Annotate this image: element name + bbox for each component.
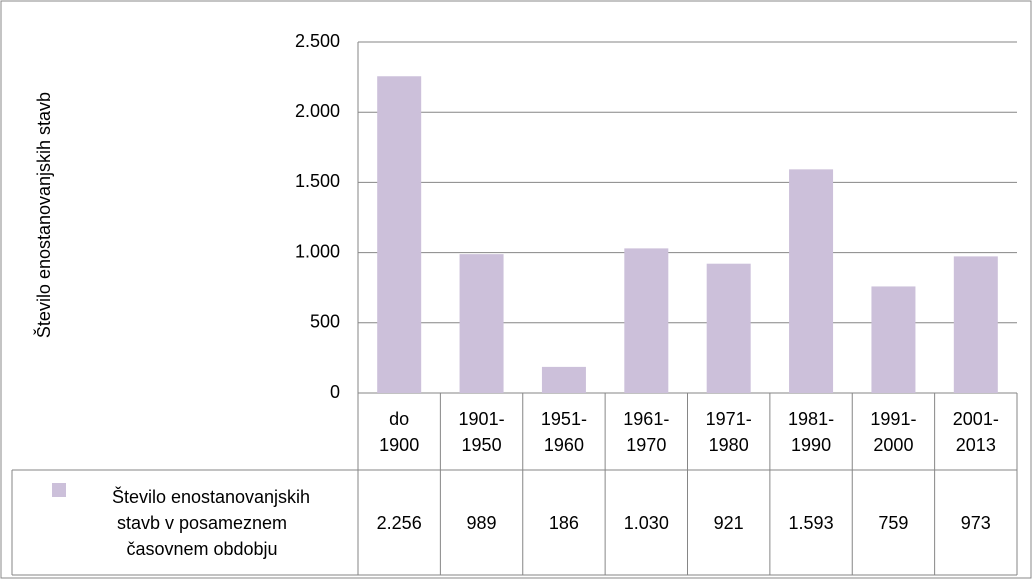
x-tick-label: 1901-1950	[458, 408, 505, 455]
data-table-value: 989	[466, 512, 497, 533]
data-table-value: 921	[713, 512, 744, 533]
y-tick-label: 2.500	[295, 31, 340, 51]
bar	[953, 256, 998, 393]
data-table-value: 1.030	[623, 512, 669, 533]
x-tick-label: 1961-1970	[623, 408, 670, 455]
x-tick-label: 1951-1960	[540, 408, 587, 455]
legend-key	[52, 483, 66, 497]
y-tick-label: 2.000	[295, 101, 340, 121]
x-tick-label: 1981-1990	[788, 408, 835, 455]
y-tick-label: 1.500	[295, 171, 340, 191]
data-table-value: 186	[548, 512, 579, 533]
bar	[871, 286, 916, 393]
x-tick-label: 1971-1980	[705, 408, 752, 455]
bar	[377, 76, 422, 393]
x-tick-label: 1991-2000	[870, 408, 917, 455]
bar	[459, 254, 504, 393]
y-axis-label: Število enostanovanjskih stavb	[33, 92, 54, 338]
data-table-value: 2.256	[376, 512, 422, 533]
y-tick-label: 500	[310, 312, 340, 332]
y-tick-label: 0	[330, 382, 340, 402]
x-tick-label: 2001-2013	[952, 408, 999, 455]
y-tick-label: 1.000	[295, 241, 340, 261]
data-table-value: 759	[878, 512, 909, 533]
data-table-value: 973	[960, 512, 991, 533]
legend-label: Število enostanovanjskih stavb v posamez…	[111, 486, 311, 559]
data-table-value: 1.593	[788, 512, 834, 533]
x-tick-label: do 1900	[379, 408, 420, 455]
legend-cell: Število enostanovanjskih stavb v posamez…	[12, 470, 358, 575]
bar	[706, 263, 751, 393]
bar	[541, 366, 586, 393]
bar	[624, 248, 669, 393]
bar	[789, 169, 834, 393]
